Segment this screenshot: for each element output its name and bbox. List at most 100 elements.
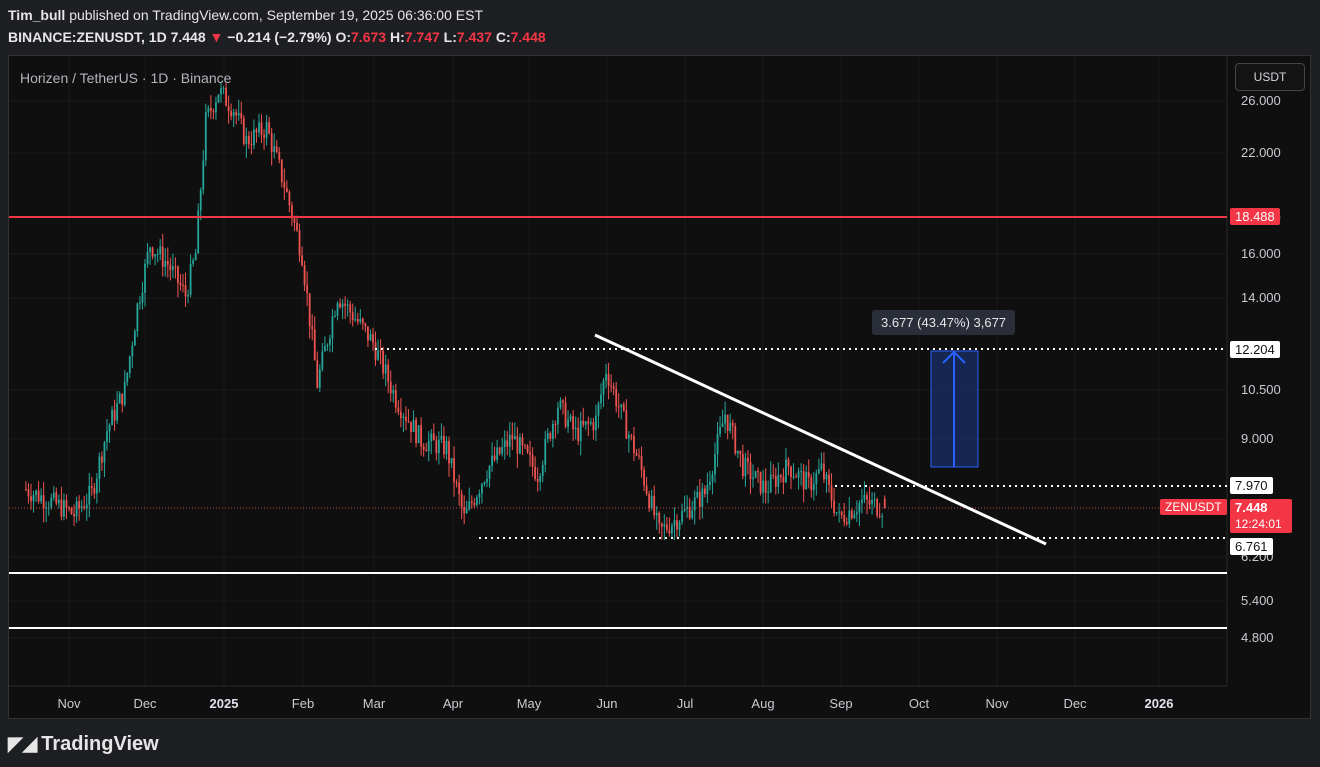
high-value: 7.747 (404, 29, 440, 45)
units-button[interactable]: USDT (1235, 63, 1305, 91)
candle-body (498, 447, 501, 454)
candle-body (610, 385, 613, 387)
candle-body (131, 345, 134, 357)
price-axis-tick: 4.800 (1241, 630, 1274, 645)
measure-label: 3.677 (43.47%) 3,677 (872, 310, 1016, 335)
tradingview-logo[interactable]: ◤◢ TradingView (8, 733, 159, 756)
candle-body (853, 514, 856, 519)
candle-body (318, 369, 321, 388)
candle-body (534, 466, 537, 479)
candle-body (427, 441, 430, 452)
candle-body (379, 350, 382, 352)
candle-body (833, 500, 835, 514)
candle-body (98, 456, 101, 479)
publish-info: Tim_bull published on TradingView.com, S… (8, 7, 483, 23)
candle-body (741, 454, 744, 477)
chart-canvas[interactable] (9, 56, 1311, 719)
candle-body (174, 266, 177, 268)
candle-body (417, 425, 420, 444)
candle-body (871, 499, 873, 505)
candle-body (774, 476, 777, 487)
candle-body (607, 373, 610, 386)
candle-body (698, 491, 701, 507)
candle-body (468, 501, 471, 510)
candle-body (739, 450, 742, 455)
candle-body (60, 499, 63, 517)
resistance-price-label: 18.488 (1230, 208, 1280, 225)
candle-body (209, 107, 212, 111)
candle-body (486, 478, 488, 483)
candle-body (85, 504, 88, 509)
candle-body (881, 516, 884, 518)
price-axis-tick: 22.000 (1241, 145, 1281, 160)
candle-body (838, 511, 841, 513)
candle-body (840, 511, 843, 515)
candle-body (848, 510, 851, 524)
candle-body (873, 499, 876, 501)
candle-body (445, 440, 448, 455)
candle-body (440, 435, 443, 440)
time-axis-tick: Jun (596, 696, 618, 711)
candle-body (648, 493, 651, 509)
candle-body (83, 506, 86, 509)
candle-body (754, 471, 757, 478)
chart-pane[interactable]: Horizen / TetherUS · 1D · Binance USDT 2… (8, 55, 1311, 719)
candle-body (126, 372, 129, 382)
candle-body (359, 318, 362, 322)
candle-body (121, 393, 124, 405)
candle-body (341, 303, 344, 308)
candle-body (696, 491, 699, 498)
published-text: published on TradingView.com, September … (69, 7, 483, 23)
candle-body (473, 503, 476, 505)
candle-body (346, 304, 349, 306)
candle-body (313, 329, 316, 361)
candle-body (792, 476, 795, 478)
candle-body (810, 477, 813, 491)
symbol-ohlc-line: BINANCE:ZENUSDT, 1D 7.448 ▼ −0.214 (−2.7… (8, 29, 546, 45)
candle-body (199, 190, 202, 211)
time-axis-tick: Sep (829, 696, 853, 711)
candle-body (861, 499, 863, 504)
candle-body (95, 478, 98, 494)
candle-body (645, 485, 648, 494)
candle-body (101, 456, 103, 463)
time-axis-tick: 2026 (1144, 696, 1174, 711)
candle-body (744, 457, 747, 477)
candle-body (665, 524, 668, 530)
candle-body (422, 446, 425, 450)
time-axis-tick: Oct (908, 696, 930, 711)
candle-body (574, 427, 577, 430)
candle-body (625, 410, 628, 439)
author-name[interactable]: Tim_bull (8, 7, 66, 23)
candle-body (640, 456, 643, 470)
candle-body (207, 107, 210, 113)
price-axis-tick: 10.500 (1241, 382, 1281, 397)
candle-body (757, 471, 759, 473)
candle-body (691, 510, 694, 519)
candle-body (526, 445, 529, 453)
candle-body (202, 160, 205, 191)
candle-body (283, 182, 286, 189)
candle-body (521, 437, 524, 446)
candle-body (807, 472, 810, 478)
candle-body (470, 501, 473, 504)
candle-body (146, 251, 149, 264)
level-high-price-label: 7.970 (1230, 477, 1273, 494)
candle-body (361, 318, 364, 324)
candle-body (465, 509, 468, 514)
candle-body (27, 489, 30, 497)
candle-body (225, 87, 227, 106)
candle-body (835, 512, 838, 514)
candle-body (524, 445, 526, 447)
candle-body (392, 390, 395, 394)
candle-body (762, 480, 765, 493)
candle-body (273, 146, 276, 153)
symbol-label: BINANCE:ZENUSDT, 1D (8, 29, 167, 45)
candle-body (364, 323, 367, 327)
candle-body (562, 400, 564, 403)
chart-legend[interactable]: Horizen / TetherUS · 1D · Binance (20, 70, 232, 86)
candle-body (161, 246, 164, 267)
candle-body (797, 471, 800, 478)
candle-body (280, 159, 283, 183)
candle-body (303, 265, 306, 285)
